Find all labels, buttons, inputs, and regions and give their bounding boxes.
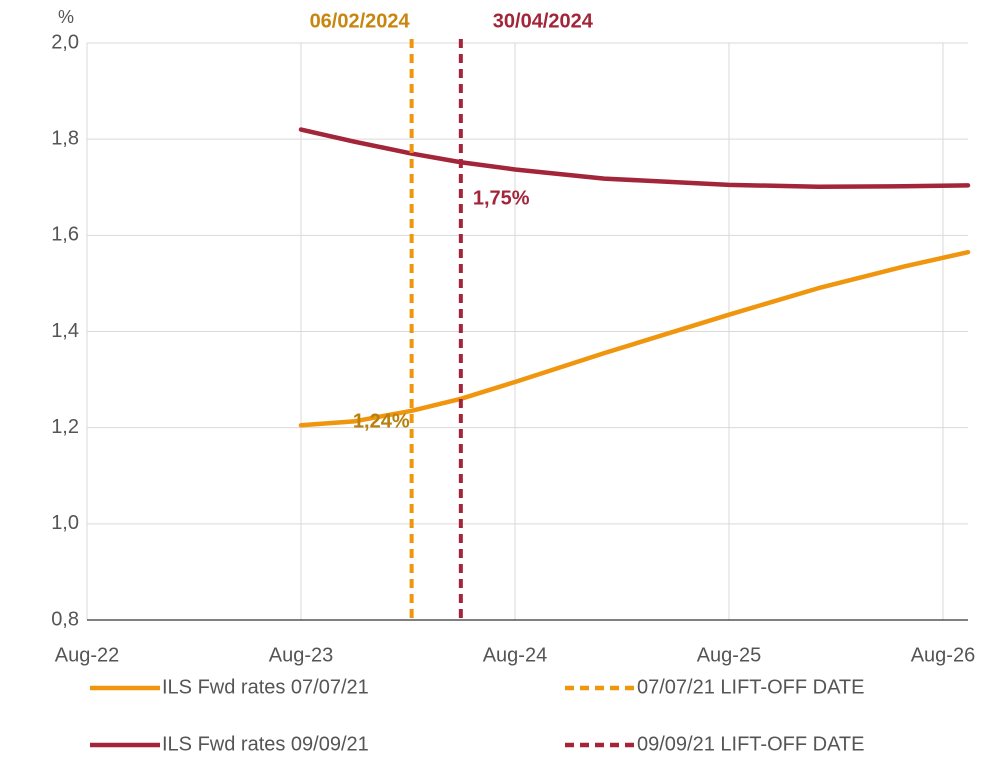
- series-line: [298, 249, 971, 428]
- annotation: 1,75%: [473, 187, 530, 209]
- x-tick-label: Aug-24: [483, 644, 548, 666]
- y-tick-label: 1,6: [51, 224, 79, 246]
- series-line: [298, 127, 971, 190]
- y-tick-label: 1,8: [51, 127, 79, 149]
- x-tick-label: Aug-23: [269, 644, 334, 666]
- lift-off-label: 06/02/2024: [310, 10, 411, 32]
- y-tick-label: 1,0: [51, 512, 79, 534]
- x-tick-label: Aug-25: [697, 644, 762, 666]
- legend-label: ILS Fwd rates 09/09/21: [162, 733, 369, 755]
- x-tick-label: Aug-22: [55, 644, 120, 666]
- legend-label: ILS Fwd rates 07/07/21: [162, 676, 369, 698]
- y-unit-label: %: [58, 7, 74, 27]
- y-tick-label: 0,8: [51, 608, 79, 630]
- y-tick-label: 2,0: [51, 31, 79, 53]
- annotation: 1,24%: [353, 411, 410, 433]
- x-tick-label: Aug-26: [911, 644, 976, 666]
- lift-off-label: 30/04/2024: [493, 10, 594, 32]
- y-tick-label: 1,2: [51, 416, 79, 438]
- legend-label: 07/07/21 LIFT-OFF DATE: [637, 676, 864, 698]
- y-tick-label: 1,4: [51, 320, 79, 342]
- legend-label: 09/09/21 LIFT-OFF DATE: [637, 733, 864, 755]
